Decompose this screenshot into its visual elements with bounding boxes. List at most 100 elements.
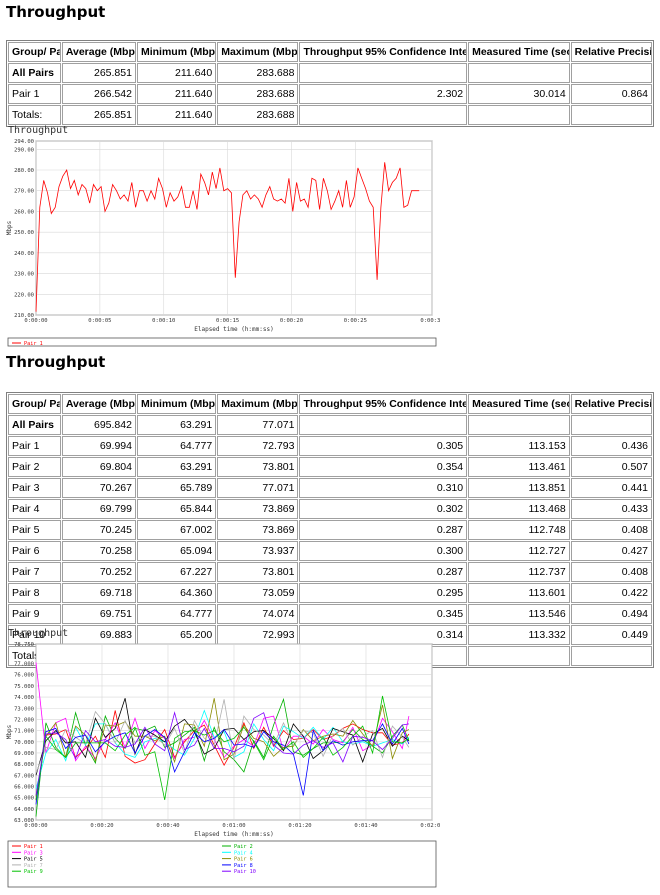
legend-label: Pair 9 [24, 869, 43, 875]
cell-minimum: 67.002 [136, 520, 217, 540]
col-header-group: Group/ Pair [8, 42, 61, 62]
x-tick-label: 0:00:00 [24, 318, 47, 324]
x-tick-label: 0:01:00 [222, 823, 245, 829]
section1-heading: Throughput [6, 3, 106, 21]
col-header-average: Average (Mbps) [61, 42, 136, 62]
legend-label: Pair 3 [24, 850, 43, 856]
col-header-minimum: Minimum (Mbps) [136, 394, 217, 414]
y-axis-label: Mbps [6, 220, 13, 235]
y-tick-label: 66.000 [14, 784, 34, 790]
y-tick-label: 290.00 [14, 147, 34, 153]
x-tick-label: 0:00:40 [156, 823, 179, 829]
chart-2: Throughput 78.750 77.000 76.000 75.000 74.000… [6, 624, 444, 895]
cell-confidence: 0.287 [299, 562, 468, 582]
y-tick-label: 240.00 [14, 251, 34, 257]
y-tick-label: 69.000 [14, 751, 34, 757]
cell-precision [570, 415, 652, 435]
cell-group: Pair 2 [8, 457, 61, 477]
table-row: Pair 6 70.258 65.094 73.937 0.300 112.727 0.42… [8, 541, 652, 561]
cell-group: Totals: [8, 105, 61, 125]
x-tick-label: 0:00:10 [152, 318, 175, 324]
cell-group: Pair 3 [8, 478, 61, 498]
table-header: Group/ Pair Average (Mbps) Minimum (Mbps… [8, 42, 652, 62]
cell-maximum: 73.869 [217, 520, 299, 540]
cell-measured-time: 113.546 [468, 604, 570, 624]
col-header-maximum: Maximum (Mbps) [217, 42, 299, 62]
table-row: Pair 8 69.718 64.360 73.059 0.295 113.601 0.42… [8, 583, 652, 603]
cell-measured-time: 113.153 [468, 436, 570, 456]
series-line-pair-8 [35, 723, 410, 805]
table-body: All Pairs 265.851 211.640 283.688 Pair 1 266.… [8, 63, 652, 125]
x-tick-label: 0:00:25 [344, 318, 367, 324]
table-row: Pair 1 69.994 64.777 72.793 0.305 113.153 0.43… [8, 436, 652, 456]
cell-average: 70.267 [61, 478, 136, 498]
y-tick-label: 250.00 [14, 230, 34, 236]
cell-group: Pair 8 [8, 583, 61, 603]
legend-label: Pair 10 [234, 869, 256, 875]
y-tick-label: 72.000 [14, 717, 34, 723]
legend-label: Pair 2 [234, 844, 253, 850]
cell-confidence: 0.287 [299, 520, 468, 540]
col-header-confidence: Throughput 95% Confidence Interval [299, 394, 468, 414]
cell-maximum: 73.801 [217, 457, 299, 477]
cell-measured-time [468, 415, 570, 435]
cell-minimum: 64.777 [136, 604, 217, 624]
col-header-group: Group/ Pair [8, 394, 61, 414]
y-tick-label: 64.000 [14, 807, 34, 813]
cell-confidence: 0.300 [299, 541, 468, 561]
cell-measured-time: 113.468 [468, 499, 570, 519]
section2-heading: Throughput [6, 353, 106, 371]
table-row: Pair 10 69.883 65.200 72.993 0.314 113.332 0.4… [8, 625, 652, 645]
cell-confidence [299, 105, 468, 125]
cell-group: Pair 6 [8, 541, 61, 561]
legend-label: Pair 4 [234, 850, 253, 856]
cell-measured-time [468, 646, 570, 666]
cell-group: Pair 5 [8, 520, 61, 540]
table-row: Pair 2 69.804 63.291 73.801 0.354 113.461 0.50… [8, 457, 652, 477]
throughput-chart-2: Throughput 78.750 77.000 76.000 75.000 74.000… [6, 628, 444, 888]
cell-minimum: 65.844 [136, 499, 217, 519]
cell-maximum: 283.688 [217, 63, 299, 83]
table-row: Pair 9 69.751 64.777 74.074 0.345 113.546 0.49… [8, 604, 652, 624]
cell-minimum: 63.291 [136, 457, 217, 477]
col-header-confidence: Throughput 95% Confidence Interval [299, 42, 468, 62]
cell-maximum: 73.937 [217, 541, 299, 561]
cell-precision: 0.449 [570, 625, 652, 645]
series-line-pair-9 [35, 695, 410, 800]
x-tick-label: 0:01:20 [288, 823, 311, 829]
chart-1: Throughput 294.00 290.00 280.00 270.00 260.00… [6, 121, 444, 356]
throughput-chart-1: Throughput 294.00 290.00 280.00 270.00 260.00… [6, 125, 444, 347]
cell-minimum: 211.640 [136, 63, 217, 83]
cell-confidence: 0.305 [299, 436, 468, 456]
cell-confidence: 2.302 [299, 84, 468, 104]
cell-minimum: 64.777 [136, 436, 217, 456]
legend-label: Pair 1 [24, 844, 43, 850]
table-row: Pair 5 70.245 67.002 73.869 0.287 112.748 0.40… [8, 520, 652, 540]
cell-confidence: 0.345 [299, 604, 468, 624]
legend [7, 840, 437, 888]
col-header-measured-time: Measured Time (secs) [468, 394, 570, 414]
cell-average: 69.718 [61, 583, 136, 603]
y-tick-label: 230.00 [14, 272, 34, 278]
y-tick-label: 76.000 [14, 673, 34, 679]
throughput-table-2: Group/ Pair Average (Mbps) Minimum (Mbps… [6, 392, 654, 668]
cell-precision: 0.427 [570, 541, 652, 561]
col-header-average: Average (Mbps) [61, 394, 136, 414]
series-line-pair-1 [35, 162, 420, 312]
y-tick-label: 68.000 [14, 762, 34, 768]
y-tick-label: 78.750 [14, 642, 34, 648]
cell-precision: 0.408 [570, 520, 652, 540]
y-tick-label: 65.000 [14, 796, 34, 802]
cell-precision: 0.436 [570, 436, 652, 456]
cell-group: Pair 4 [8, 499, 61, 519]
cell-average: 695.842 [61, 415, 136, 435]
y-tick-label: 77.000 [14, 662, 34, 668]
cell-measured-time: 112.748 [468, 520, 570, 540]
cell-precision: 0.408 [570, 562, 652, 582]
cell-minimum: 65.789 [136, 478, 217, 498]
table-row: All Pairs 695.842 63.291 77.071 [8, 415, 652, 435]
cell-average: 70.245 [61, 520, 136, 540]
cell-group: Pair 1 [8, 436, 61, 456]
cell-minimum: 67.227 [136, 562, 217, 582]
series-line-pair-10 [35, 711, 409, 796]
